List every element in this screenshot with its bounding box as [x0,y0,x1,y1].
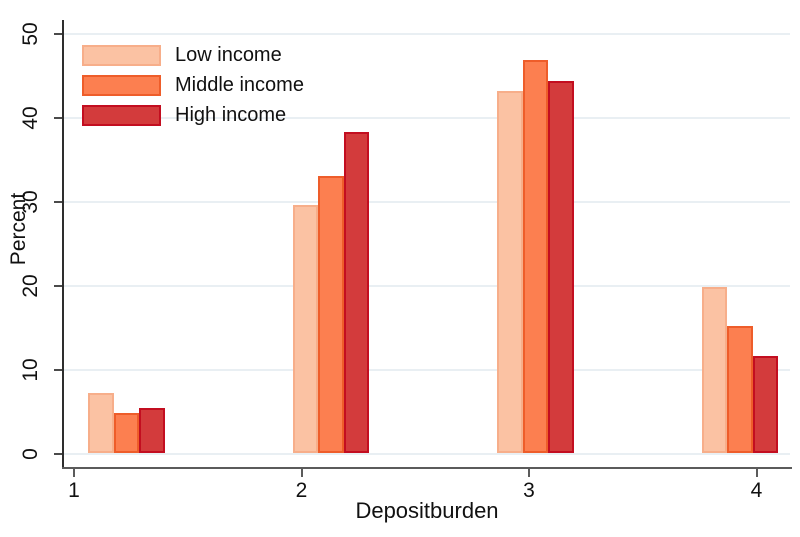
y-tick-label-20: 20 [19,273,42,298]
x-axis-line [62,467,792,469]
y-tick-label-40: 40 [19,105,42,130]
gridline-y-50 [64,32,790,35]
bar-high-income-cat-1 [139,408,165,454]
legend-swatch-low-income-icon [82,45,161,66]
legend-item-middle-income: Middle income [82,74,304,96]
bar-middle-income-cat-3 [522,60,548,454]
bar-low-income-cat-4 [701,287,727,454]
legend-swatch-middle-income-icon [82,75,161,96]
bar-high-income-cat-4 [752,356,778,454]
x-tick-4 [755,469,758,477]
x-tick-label-2: 2 [295,479,308,502]
y-tick-20 [54,284,63,287]
bar-middle-income-cat-2 [318,176,344,454]
x-tick-3 [528,469,530,477]
x-tick-label-4: 4 [750,479,763,502]
legend-label-high-income: High income [175,104,287,126]
gridline-y-40 [64,116,790,119]
y-tick-label-50: 50 [19,21,42,46]
bar-low-income-cat-1 [88,393,114,454]
bar-middle-income-cat-4 [727,325,753,454]
y-tick-0 [54,452,63,455]
legend-label-middle-income: Middle income [175,74,304,96]
x-tick-1 [73,469,75,477]
y-axis-line [62,20,64,468]
y-tick-label-0: 0 [19,447,42,460]
y-tick-label-10: 10 [19,357,42,382]
legend-item-low-income: Low income [82,44,304,66]
y-tick-40 [54,116,63,119]
x-tick-label-3: 3 [523,479,535,502]
y-tick-10 [54,368,63,371]
y-tick-50 [54,32,63,35]
legend-swatch-high-income-icon [82,105,161,126]
bar-low-income-cat-2 [292,204,318,454]
y-axis-title: Percent [7,192,30,266]
x-tick-label-1: 1 [68,479,80,502]
bar-high-income-cat-3 [548,80,574,454]
bar-high-income-cat-2 [343,131,369,454]
gridline-y-30 [64,200,790,203]
bar-low-income-cat-3 [497,90,523,454]
x-tick-2 [300,469,303,477]
gridline-y-0 [64,452,790,455]
legend: Low income Middle income High income [82,44,304,135]
legend-item-high-income: High income [82,104,304,126]
x-axis-title: Depositburden [355,498,499,523]
y-tick-30 [54,200,63,203]
gridline-y-20 [64,284,790,287]
gridline-y-10 [64,368,790,371]
bar-middle-income-cat-1 [113,413,139,454]
legend-label-low-income: Low income [175,44,282,66]
